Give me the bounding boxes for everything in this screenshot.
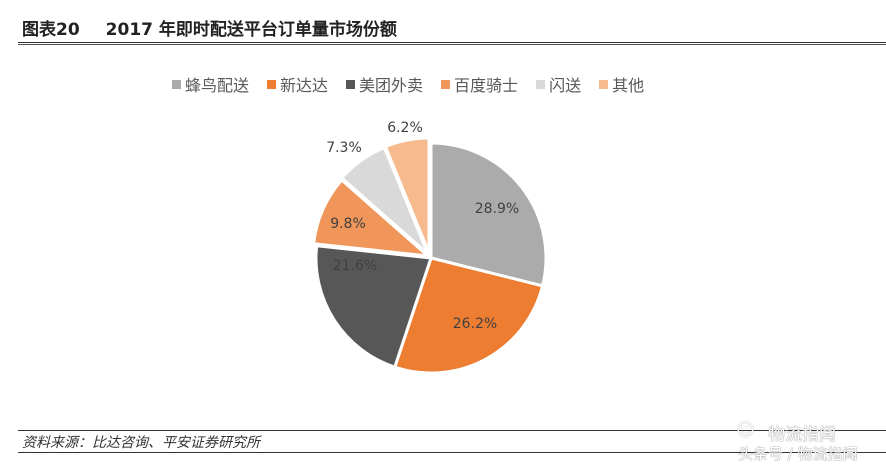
chart-title: 图表20 2017 年即时配送平台订单量市场份额 — [22, 15, 397, 40]
slice-label: 7.3% — [326, 140, 362, 156]
legend-label: 其他 — [612, 76, 645, 95]
pie-slice — [314, 244, 434, 370]
pie-slice — [312, 177, 433, 258]
top-rule — [18, 42, 886, 43]
title-bottom-rule — [18, 44, 886, 45]
slice-label: 6.2% — [387, 120, 423, 136]
legend-swatch — [267, 79, 277, 89]
source-bottom-rule — [18, 452, 886, 453]
legend-swatch — [172, 79, 181, 89]
legend-item: 其他 — [599, 72, 644, 96]
legend-swatch — [599, 79, 609, 89]
slice-label: 9.8% — [330, 216, 366, 232]
legend-swatch — [536, 79, 546, 89]
legend-label: 蜂鸟配送 — [185, 76, 250, 95]
source-top-rule — [18, 430, 886, 431]
pie-slice — [383, 136, 431, 254]
pie-slice — [429, 141, 548, 288]
legend-item: 美团外卖 — [346, 72, 423, 96]
source-note: 资料来源：比达咨询、平安证券研究所 — [22, 435, 260, 451]
legend-item: 闪送 — [536, 72, 581, 96]
legend-item: 新达达 — [267, 72, 328, 96]
slice-label: 21.6% — [333, 258, 377, 274]
slice-label: 28.9% — [475, 201, 519, 217]
pie-slice — [392, 256, 545, 375]
figure-number: 图表20 — [22, 20, 80, 40]
legend: 蜂鸟配送 新达达 美团外卖 百度骑士 闪送 其他 — [172, 72, 644, 96]
legend-item: 百度骑士 — [441, 72, 518, 96]
legend-label: 新达达 — [280, 76, 329, 95]
legend-swatch — [346, 79, 356, 89]
watermark-line1: 物流指闻 — [768, 425, 836, 445]
legend-item: 蜂鸟配送 — [172, 72, 249, 96]
legend-swatch — [441, 79, 451, 89]
watermark-line2: 头条号 / 物流指闻 — [738, 445, 858, 463]
slice-label: 26.2% — [453, 316, 497, 332]
legend-label: 美团外卖 — [359, 76, 424, 95]
legend-label: 百度骑士 — [454, 76, 519, 95]
legend-label: 闪送 — [549, 76, 582, 95]
title-text: 2017 年即时配送平台订单量市场份额 — [105, 20, 397, 40]
wechat-icon: ☺ — [736, 420, 755, 441]
